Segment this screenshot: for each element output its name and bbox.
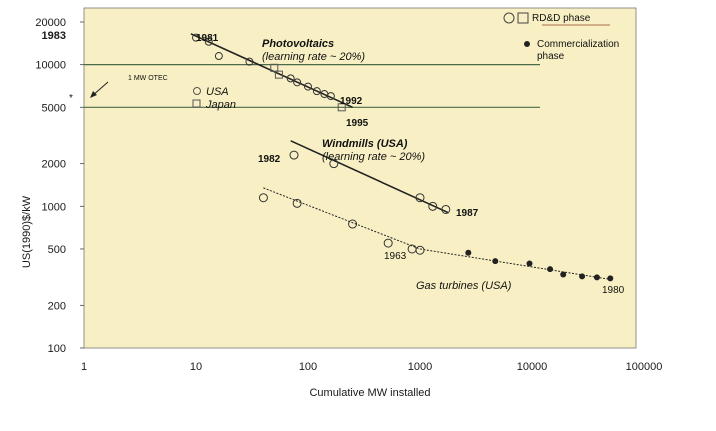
point-s0-9 [312, 87, 321, 96]
point-s0-7 [293, 78, 302, 87]
usa-legend-label: USA [206, 86, 229, 98]
y-tick-label-4: 2000 [42, 159, 66, 171]
commercial-legend-label: Commercialization phase [537, 39, 619, 62]
point-s2-12 [593, 274, 600, 281]
gas-title: Gas turbines (USA) [416, 280, 512, 292]
point-s0-11 [326, 92, 335, 101]
point-s1-2 [415, 193, 425, 203]
pv-mid-label: 1992 [340, 96, 363, 107]
x-tick-label-2: 100 [299, 361, 317, 373]
x-tick-label-3: 1000 [408, 361, 432, 373]
wind-subtitle: (learning rate ~ 20%) [322, 151, 425, 163]
y-tick-label-1: 200 [48, 300, 66, 312]
point-s2-5 [415, 245, 425, 255]
point-s0-5 [274, 70, 283, 79]
commercial-marker [524, 41, 530, 47]
gas-end-label: 1980 [602, 285, 625, 296]
pv-start-label: 1981 [196, 33, 219, 44]
otec-arrow-head [90, 91, 97, 98]
point-s0-0 [192, 33, 200, 42]
y-tick-label-6: 10000 [35, 60, 66, 72]
asterisk-annotation: * [69, 93, 73, 104]
point-s2-7 [492, 258, 499, 265]
point-s2-11 [579, 273, 586, 280]
x-tick-label-1: 10 [190, 361, 202, 373]
point-s0-4 [270, 63, 279, 72]
point-s2-2 [348, 219, 358, 229]
rdd-square-marker [517, 12, 529, 24]
x-tick-label-4: 10000 [517, 361, 548, 373]
point-s2-9 [547, 266, 554, 273]
point-s1-4 [441, 204, 451, 214]
point-s2-13 [607, 275, 614, 282]
wind-end-label: 1987 [456, 208, 479, 219]
y-tick-label-1983: 1983 [42, 30, 66, 42]
y-tick-label-7: 20000 [35, 17, 66, 29]
point-s2-3 [383, 238, 393, 248]
point-s0-6 [286, 74, 295, 83]
rdd-circle-marker [503, 12, 515, 24]
fit-line-0 [190, 33, 353, 109]
point-s0-12 [337, 103, 346, 112]
point-s0-8 [304, 82, 312, 91]
pv-end-label: 1995 [346, 118, 369, 129]
japan-marker [192, 99, 201, 108]
y-tick-label-5: 5000 [42, 102, 66, 114]
x-axis-ticks: 1 10 100 1000 10000 100000 [81, 361, 662, 373]
point-s0-2 [214, 52, 223, 61]
japan-legend-label: Japan [205, 99, 236, 111]
point-s1-3 [428, 201, 438, 211]
point-s2-1 [292, 198, 302, 208]
otec-label: 1 MW OTEC [128, 75, 168, 82]
reference-lines [84, 64, 540, 108]
point-s2-10 [560, 271, 567, 278]
point-s0-1 [204, 37, 213, 46]
pv-title: Photovoltaics [262, 38, 334, 50]
x-tick-label-0: 1 [81, 361, 87, 373]
point-s1-1 [329, 159, 339, 169]
point-s1-0 [289, 150, 299, 160]
gas-mid-label: 1963 [384, 251, 407, 262]
fit-line-2 [263, 187, 611, 280]
rdd-legend-label: RD&D phase [532, 13, 591, 24]
point-s2-8 [526, 260, 533, 267]
y-axis-title: US(1990)$/kW [21, 195, 33, 268]
wind-start-label: 1982 [258, 154, 281, 165]
data-points [192, 33, 614, 282]
pv-subtitle: (learning rate ~ 20%) [262, 51, 365, 63]
y-tick-label-0: 100 [48, 343, 66, 355]
y-tick-label-3: 1000 [42, 201, 66, 213]
usa-marker [193, 87, 201, 95]
point-s0-3 [245, 57, 254, 66]
point-s2-6 [465, 249, 472, 256]
wind-title: Windmills (USA) [322, 138, 408, 150]
y-tick-label-2: 500 [48, 244, 66, 256]
x-tick-label-5: 100000 [626, 361, 663, 373]
point-s2-0 [258, 193, 268, 203]
x-axis-title: Cumulative MW installed [309, 387, 430, 399]
plot-border [83, 7, 637, 349]
